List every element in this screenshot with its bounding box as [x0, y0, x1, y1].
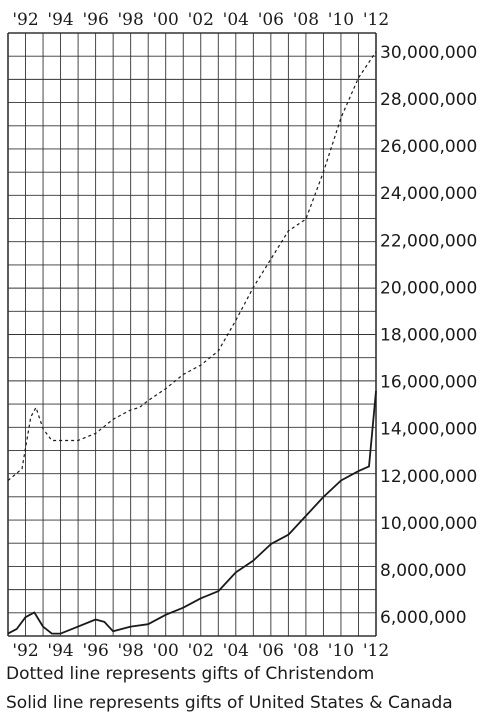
y-tick-label: 14,000,000: [380, 420, 477, 440]
caption-solid-line: Solid line represents gifts of United St…: [6, 693, 453, 713]
series-line-christendom: [7, 51, 377, 481]
caption-dotted-line: Dotted line represents gifts of Christen…: [6, 664, 375, 684]
y-tick-label: 24,000,000: [380, 184, 477, 204]
y-tick-label: 22,000,000: [380, 231, 477, 251]
x-tick-label-bottom: '10: [328, 641, 354, 661]
chart-grid: [7, 32, 377, 637]
x-tick-label-bottom: '04: [223, 641, 249, 661]
y-tick-label: 8,000,000: [380, 561, 467, 581]
x-tick-label-top: '02: [188, 10, 214, 30]
x-tick-label-bottom: '12: [363, 641, 389, 661]
series-layer: [7, 51, 377, 635]
x-tick-label-bottom: '08: [293, 641, 319, 661]
x-axis-bottom: '92 '94 '96 '98 '00 '02 '04 '06 '08 '10 '12: [12, 641, 389, 661]
y-tick-label: 12,000,000: [380, 467, 477, 487]
x-tick-label-bottom: '02: [188, 641, 214, 661]
x-tick-label-bottom: '92: [12, 641, 38, 661]
y-tick-label: 16,000,000: [380, 373, 477, 393]
x-tick-label-bottom: '06: [258, 641, 284, 661]
x-tick-label-top: '12: [363, 10, 389, 30]
y-tick-label: 10,000,000: [380, 514, 477, 534]
x-tick-label-top: '06: [258, 10, 284, 30]
x-tick-label-top: '10: [328, 10, 354, 30]
y-tick-label: 30,000,000: [380, 43, 477, 63]
x-tick-label-top: '04: [223, 10, 249, 30]
y-tick-label: 6,000,000: [380, 608, 467, 628]
x-tick-label-top: '94: [47, 10, 73, 30]
x-tick-label-top: '08: [293, 10, 319, 30]
y-tick-label: 20,000,000: [380, 278, 477, 298]
series-line-us-canada: [7, 390, 377, 635]
x-tick-label-top: '96: [82, 10, 108, 30]
y-tick-label: 26,000,000: [380, 137, 477, 157]
x-tick-label-top: '92: [12, 10, 38, 30]
x-tick-label-bottom: '98: [118, 641, 144, 661]
x-tick-label-bottom: '96: [82, 641, 108, 661]
x-tick-label-bottom: '00: [153, 641, 179, 661]
x-tick-label-top: '98: [118, 10, 144, 30]
x-tick-label-top: '00: [153, 10, 179, 30]
y-tick-label: 28,000,000: [380, 90, 477, 110]
y-tick-label: 18,000,000: [380, 326, 477, 346]
x-tick-label-bottom: '94: [47, 641, 73, 661]
x-axis-top: '92 '94 '96 '98 '00 '02 '04 '06 '08 '10 '12: [12, 10, 389, 30]
y-axis-right: 6,000,000 8,000,000 10,000,000 12,000,000 14…: [380, 43, 477, 628]
